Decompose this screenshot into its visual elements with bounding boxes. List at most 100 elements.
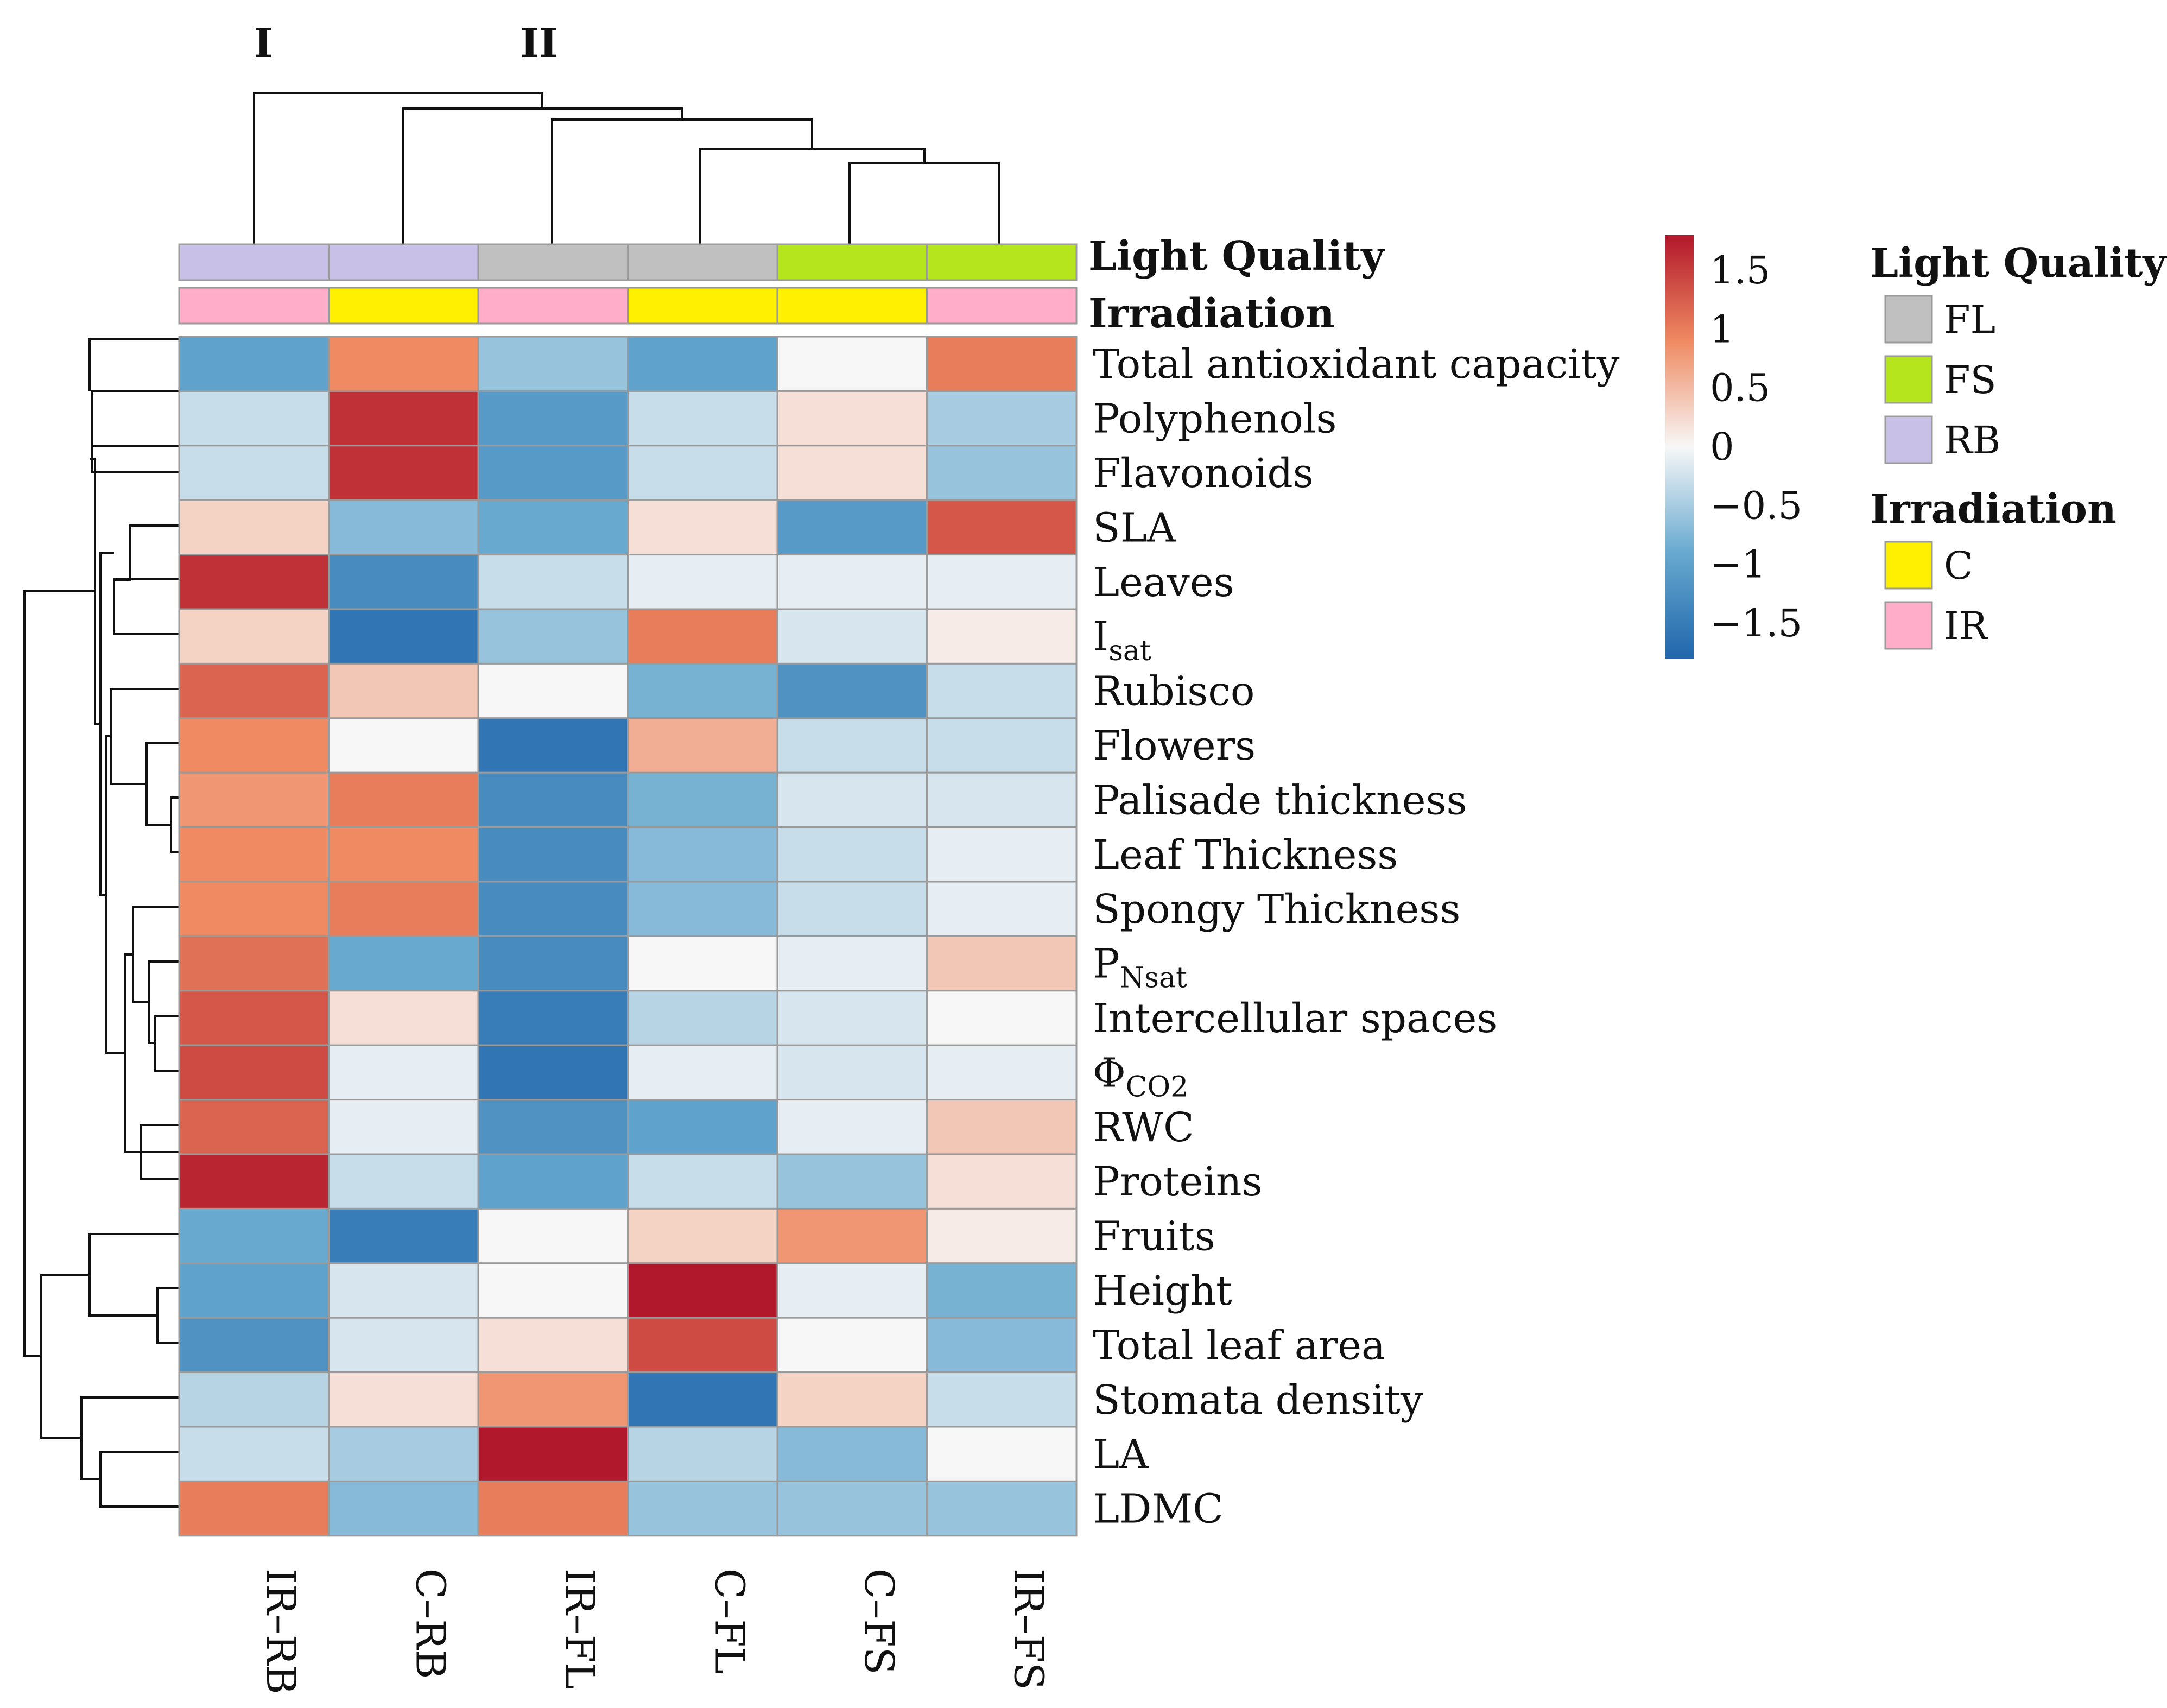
- heatmap-cell: [776, 826, 928, 883]
- row-dendrogram: [23, 338, 179, 1508]
- row-dendro-branch: [91, 390, 179, 459]
- legend-item-label: FS: [1944, 358, 1997, 402]
- heatmap-cell: [776, 499, 928, 556]
- annotation-label-light-quality: Light Quality: [1088, 233, 1385, 280]
- heatmap-cell: [627, 1371, 778, 1428]
- annotation-cell-light-quality: [328, 243, 479, 281]
- heatmap-cell: [328, 1153, 479, 1210]
- heatmap-cell: [776, 1153, 928, 1210]
- heatmap-cell: [926, 1099, 1078, 1155]
- heatmap-cell: [178, 935, 330, 992]
- heatmap-cell: [477, 1371, 629, 1428]
- heatmap-cell: [627, 990, 778, 1046]
- heatmap-cell: [776, 336, 928, 392]
- heatmap-cell: [178, 1099, 330, 1155]
- column-label: C–FS: [856, 1568, 902, 1675]
- heatmap-cell: [477, 717, 629, 774]
- heatmap-cell: [776, 1317, 928, 1374]
- legend-swatch: [1884, 541, 1933, 590]
- heatmap-cell: [477, 826, 629, 883]
- heatmap-cell: [776, 1371, 928, 1428]
- heatmap-cell: [627, 1317, 778, 1374]
- row-dendro-branch: [23, 590, 95, 1357]
- heatmap-cell: [627, 1099, 778, 1155]
- heatmap-cell: [627, 390, 778, 447]
- row-label: Flavonoids: [1093, 450, 1314, 497]
- heatmap-cell: [178, 499, 330, 556]
- row-label: Stomata density: [1093, 1377, 1423, 1424]
- colorbar-tick-label: −0.5: [1710, 483, 1802, 528]
- heatmap-cell: [328, 881, 479, 937]
- heatmap-cell: [926, 1207, 1078, 1264]
- heatmap-cell: [926, 771, 1078, 828]
- heatmap-cell: [926, 1426, 1078, 1482]
- heatmap-cell: [178, 1317, 330, 1374]
- heatmap-cell: [178, 1426, 330, 1482]
- annotation-label-irradiation: Irradiation: [1088, 290, 1335, 337]
- row-dendro-branch: [156, 1287, 179, 1344]
- heatmap-cell: [328, 1207, 479, 1264]
- legend-title: Light Quality: [1870, 240, 2167, 287]
- row-dendro-branch: [170, 796, 179, 853]
- colorbar-tick-label: −1.5: [1710, 601, 1802, 646]
- annotation-cell-irradiation: [627, 287, 778, 325]
- heatmap-cell: [477, 881, 629, 937]
- legend-swatch: [1884, 601, 1933, 650]
- heatmap-cell: [776, 771, 928, 828]
- heatmap-cell: [328, 771, 479, 828]
- heatmap-cell: [776, 1426, 928, 1482]
- heatmap-cell: [776, 445, 928, 501]
- heatmap-cell: [627, 1153, 778, 1210]
- heatmap-cell: [926, 662, 1078, 719]
- heatmap-cell: [776, 935, 928, 992]
- heatmap-cell: [926, 499, 1078, 556]
- heatmap-cell: [477, 1426, 629, 1482]
- heatmap-cell: [328, 826, 479, 883]
- row-dendro-branch: [114, 524, 179, 581]
- colorbar-tick-label: −1: [1710, 542, 1766, 587]
- colorbar-tick-label: 0.5: [1710, 366, 1770, 410]
- colorbar-tick-label: 0: [1710, 425, 1734, 469]
- row-label: Fruits: [1093, 1213, 1215, 1260]
- heatmap-cell: [477, 554, 629, 610]
- heatmap-cell: [627, 662, 778, 719]
- heatmap-cell: [328, 1371, 479, 1428]
- heatmap-cell: [178, 1044, 330, 1101]
- heatmap-cell: [178, 1207, 330, 1264]
- colorbar-ticks: 1.5 1 0.5 0 −0.5 −1 −1.5: [1710, 248, 1802, 646]
- heatmap-cell: [328, 935, 479, 992]
- heatmap-cell: [477, 1099, 629, 1155]
- heatmap-cell: [328, 1480, 479, 1537]
- heatmap-cell: [477, 1044, 629, 1101]
- col-dendro-branch: [848, 162, 1000, 244]
- heatmap-cell: [776, 990, 928, 1046]
- row-label: Total leaf area: [1093, 1322, 1385, 1369]
- column-dendrogram: [253, 92, 1000, 244]
- heatmap-cell: [477, 390, 629, 447]
- heatmap-cell: [627, 881, 778, 937]
- heatmap-cell: [776, 1480, 928, 1537]
- heatmap-cell: [926, 1262, 1078, 1319]
- col-dendro-branch: [253, 92, 543, 244]
- row-label: LA: [1093, 1431, 1149, 1478]
- annotation-cell-light-quality: [776, 243, 928, 281]
- heatmap-cell: [178, 881, 330, 937]
- heatmap-cell: [926, 1044, 1078, 1101]
- heatmap-cell: [477, 445, 629, 501]
- heatmap-cell: [477, 499, 629, 556]
- heatmap-cell: [328, 1317, 479, 1374]
- heatmap-cell: [776, 608, 928, 665]
- heatmap-cell: [926, 1317, 1078, 1374]
- row-label: Leaf Thickness: [1093, 832, 1398, 878]
- heatmap-cell: [328, 1099, 479, 1155]
- column-label: C–RB: [407, 1568, 453, 1679]
- annotation-cell-irradiation: [178, 287, 330, 325]
- row-dendro-branch: [132, 906, 179, 1003]
- heatmap-cell: [627, 771, 778, 828]
- legend-item-label: IR: [1944, 604, 1989, 648]
- heatmap-cell: [178, 608, 330, 665]
- heatmap-cell: [776, 717, 928, 774]
- annotation-cell-irradiation: [776, 287, 928, 325]
- heatmap-cell: [178, 990, 330, 1046]
